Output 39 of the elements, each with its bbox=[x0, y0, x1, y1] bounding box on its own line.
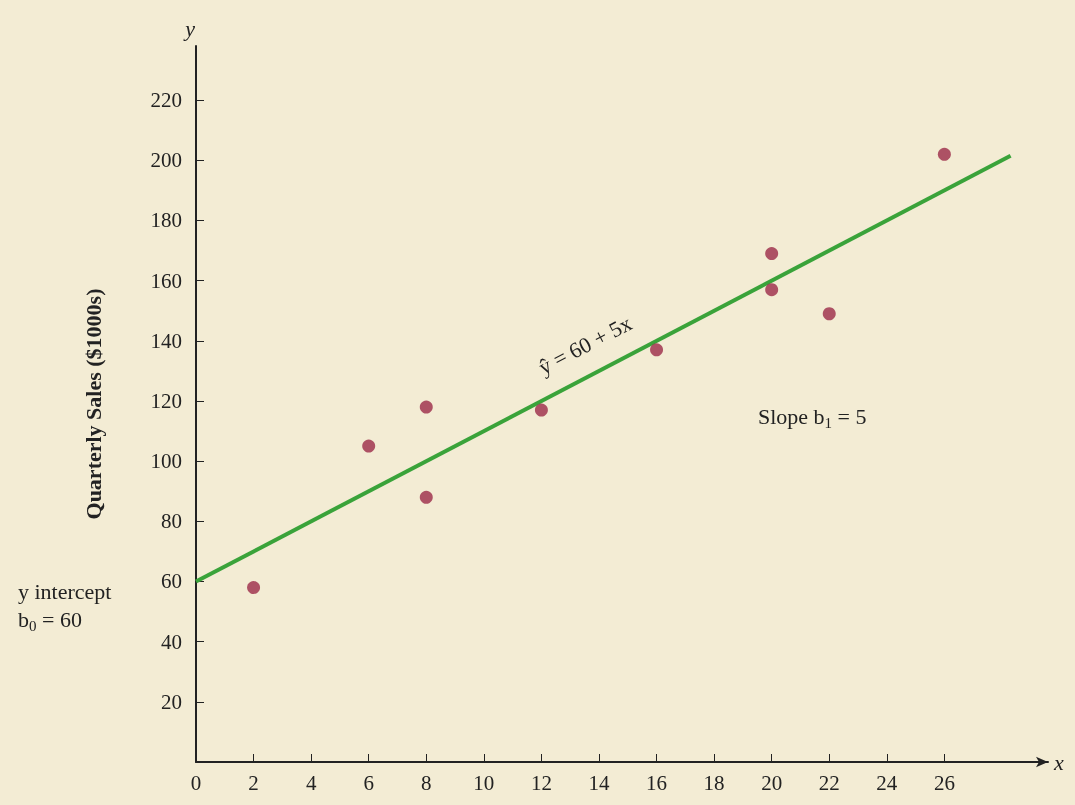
annotation: ŷ = 60 + 5x bbox=[534, 310, 636, 380]
point bbox=[765, 247, 779, 261]
point bbox=[362, 439, 376, 453]
y-tick-label: 140 bbox=[150, 328, 182, 353]
x-tick-label: 26 bbox=[933, 770, 955, 795]
text: y bbox=[183, 15, 196, 41]
y-tick-label: 120 bbox=[150, 388, 182, 413]
x-tick-label: 16 bbox=[646, 770, 668, 795]
x-tick-label: 10 bbox=[473, 770, 495, 795]
x-tick-label: 24 bbox=[876, 770, 898, 795]
y-tick-label: 200 bbox=[150, 148, 182, 173]
y-tick-label: 160 bbox=[150, 268, 182, 293]
y-axis-title: Quarterly Sales ($1000s) bbox=[80, 288, 106, 520]
x-tick-label: 22 bbox=[818, 770, 840, 795]
x-tick-label: 18 bbox=[703, 770, 725, 795]
y-tick-label: 220 bbox=[150, 88, 182, 113]
y-tick-label: 180 bbox=[150, 208, 182, 233]
y-tick-label: 100 bbox=[150, 449, 182, 474]
point bbox=[937, 147, 951, 161]
point bbox=[650, 343, 664, 357]
y-tick-label: 20 bbox=[161, 689, 182, 714]
x-tick-label: 0 bbox=[190, 770, 202, 795]
x-tick-label: 20 bbox=[761, 770, 783, 795]
point bbox=[822, 307, 836, 321]
y-tick-label: 80 bbox=[161, 509, 182, 534]
x-tick-label: 14 bbox=[588, 770, 610, 795]
x-tick-label: 6 bbox=[363, 770, 374, 795]
point bbox=[765, 283, 779, 297]
point bbox=[247, 581, 261, 595]
x-tick-label: 8 bbox=[421, 770, 432, 795]
x-axis-title: x bbox=[1053, 749, 1064, 775]
y-tick-label: 40 bbox=[161, 629, 182, 654]
y-tick-label: 60 bbox=[161, 569, 182, 594]
point bbox=[419, 400, 433, 414]
x-tick-label: 2 bbox=[248, 770, 259, 795]
point bbox=[534, 403, 548, 417]
point bbox=[419, 490, 433, 504]
x-tick-label: 4 bbox=[305, 770, 317, 795]
x-tick-label: 12 bbox=[530, 770, 552, 795]
